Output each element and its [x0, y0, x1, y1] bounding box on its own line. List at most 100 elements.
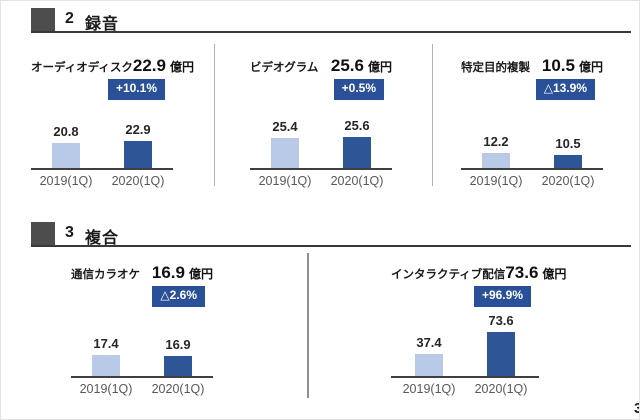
headline-unit: 億円: [578, 60, 603, 74]
bar-2019: [415, 354, 443, 376]
divider-vertical: [307, 253, 309, 398]
x-label-2020: 2020(1Q): [151, 382, 205, 396]
bar-group-2019: 12.2: [464, 134, 528, 168]
headline-value: 16.9 億円: [152, 263, 213, 283]
bar-2020: [124, 141, 152, 168]
x-label-2019: 2019(1Q): [469, 174, 523, 188]
bar-2020: [554, 155, 582, 168]
bar-plot: 25.4 25.6: [250, 114, 392, 170]
bar-value-2019: 20.8: [53, 124, 79, 139]
section-marker-square: [31, 222, 55, 245]
bar-group-2020: 16.9: [146, 337, 210, 376]
bar-group-2019: 17.4: [74, 336, 138, 376]
x-label-2019: 2019(1Q): [39, 174, 93, 188]
x-label-2019: 2019(1Q): [258, 174, 312, 188]
chart-audio-disc: オーディオディスク 22.9 億円 +10.1% 20.8 22.9 2019(1…: [31, 56, 194, 188]
chart-title: オーディオディスク: [31, 62, 133, 74]
change-badge: +0.5%: [333, 79, 384, 100]
chart-interactive-streaming: インタラクティブ配信 73.6 億円 +96.9% 37.4 73.6 2019(…: [391, 263, 566, 396]
bar-group-2020: 73.6: [469, 313, 533, 376]
bar-value-2020: 73.6: [488, 313, 514, 328]
section-underline: [31, 31, 631, 33]
bar-group-2020: 25.6: [325, 118, 389, 168]
section-number: 2: [65, 10, 74, 27]
bar-group-2020: 22.9: [106, 122, 170, 168]
badge-row: △13.9%: [461, 79, 603, 100]
bar-2019: [482, 153, 510, 168]
headline-number: 25.6: [330, 56, 364, 75]
x-label-2020: 2020(1Q): [111, 174, 165, 188]
headline-value: 22.9 億円: [133, 56, 194, 76]
headline-value: 10.5 億円: [542, 56, 603, 76]
chart-videogram: ビデオグラム 25.6 億円 +0.5% 25.4 25.6 2019(1Q) 2…: [250, 56, 392, 188]
x-axis-labels: 2019(1Q) 2020(1Q): [250, 174, 392, 188]
section-header-recording: 2 録音: [31, 7, 631, 33]
chart-header: 特定目的複製 10.5 億円: [461, 56, 603, 76]
change-badge: +10.1%: [107, 79, 165, 100]
badge-row: +10.1%: [31, 79, 173, 100]
headline-number: 73.6: [505, 263, 539, 282]
chart-header: 通信カラオケ 16.9 億円: [71, 263, 213, 283]
headline-unit: 億円: [169, 60, 194, 74]
bar-plot: 12.2 10.5: [461, 114, 603, 170]
headline-value: 25.6 億円: [331, 56, 392, 76]
badge-row: +96.9%: [391, 286, 539, 307]
x-axis-labels: 2019(1Q) 2020(1Q): [71, 382, 213, 396]
bar-2020: [487, 332, 515, 376]
chart-title: 特定目的複製: [461, 62, 530, 74]
bar-value-2020: 22.9: [125, 122, 151, 137]
badge-row: +0.5%: [250, 79, 392, 100]
bar-value-2019: 37.4: [416, 335, 442, 350]
chart-header: ビデオグラム 25.6 億円: [250, 56, 392, 76]
chart-header: オーディオディスク 22.9 億円: [31, 56, 194, 76]
headline-unit: 億円: [367, 60, 392, 74]
chart-title: インタラクティブ配信: [391, 269, 506, 281]
headline-unit: 億円: [188, 267, 213, 281]
change-badge: +96.9%: [473, 286, 531, 307]
x-axis-labels: 2019(1Q) 2020(1Q): [461, 174, 603, 188]
bar-2019: [92, 355, 120, 376]
section-title: 録音: [85, 16, 120, 33]
section-header-composite: 3 複合: [31, 221, 631, 247]
bar-2020: [164, 356, 192, 376]
x-label-2020: 2020(1Q): [330, 174, 384, 188]
headline-unit: 億円: [542, 267, 567, 281]
chart-title: ビデオグラム: [250, 62, 319, 74]
section-marker-square: [31, 8, 55, 31]
x-axis-labels: 2019(1Q) 2020(1Q): [31, 174, 173, 188]
bar-plot: 17.4 16.9: [71, 312, 213, 378]
bar-2020: [343, 137, 371, 168]
change-badge: △2.6%: [152, 286, 205, 307]
headline-number: 16.9: [151, 263, 185, 282]
x-axis-labels: 2019(1Q) 2020(1Q): [391, 382, 539, 396]
bar-value-2019: 17.4: [93, 336, 119, 351]
divider-vertical: [432, 44, 433, 186]
bar-plot: 37.4 73.6: [391, 312, 539, 378]
chart-network-karaoke: 通信カラオケ 16.9 億円 △2.6% 17.4 16.9 2019(1Q) 2…: [71, 263, 213, 396]
x-label-2019: 2019(1Q): [402, 382, 456, 396]
x-label-2020: 2020(1Q): [474, 382, 528, 396]
bar-value-2019: 12.2: [483, 134, 509, 149]
section-number: 3: [65, 224, 74, 241]
bar-group-2019: 25.4: [253, 119, 317, 168]
chart-header: インタラクティブ配信 73.6 億円: [391, 263, 566, 283]
bar-plot: 20.8 22.9: [31, 114, 173, 170]
x-label-2019: 2019(1Q): [79, 382, 133, 396]
bar-value-2019: 25.4: [272, 119, 298, 134]
bar-2019: [52, 143, 80, 168]
badge-row: △2.6%: [71, 286, 213, 307]
section-underline: [31, 245, 631, 247]
headline-number: 22.9: [132, 56, 166, 75]
bar-group-2020: 10.5: [536, 136, 600, 168]
headline-value: 73.6 億円: [505, 263, 566, 283]
bar-value-2020: 16.9: [165, 337, 191, 352]
bar-group-2019: 37.4: [397, 335, 461, 376]
chart-title: 通信カラオケ: [71, 269, 140, 281]
bar-value-2020: 10.5: [555, 136, 581, 151]
chart-specific-purpose-copy: 特定目的複製 10.5 億円 △13.9% 12.2 10.5 2019(1Q) …: [461, 56, 603, 188]
headline-number: 10.5: [541, 56, 575, 75]
change-badge: △13.9%: [535, 79, 595, 100]
bar-group-2019: 20.8: [34, 124, 98, 168]
divider-vertical: [214, 44, 215, 186]
